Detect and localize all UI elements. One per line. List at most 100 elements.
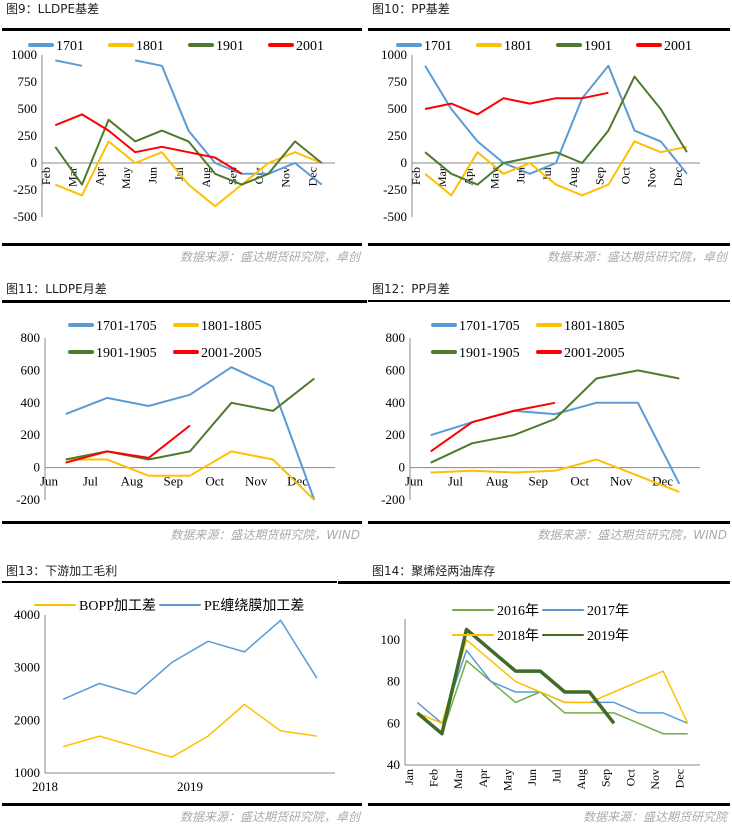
y-tick-label: 0 [401, 155, 408, 170]
x-tick-label: Nov [245, 474, 268, 489]
y-tick-label: 750 [388, 74, 408, 89]
y-tick-label: 600 [21, 362, 41, 377]
chart-title-12: 图12：PP月差 [372, 282, 450, 296]
legend-label: 2001 [296, 39, 324, 54]
y-tick-label: 2000 [14, 712, 40, 727]
x-tick-label: Sep [529, 474, 549, 489]
legend-label: 2001 [664, 39, 692, 54]
y-tick-label: 200 [21, 427, 41, 442]
x-tick-label: Nov [645, 167, 659, 188]
series-line-2019年 [416, 627, 616, 736]
x-tick-label: Aug [121, 474, 144, 489]
legend-label: 2017年 [587, 603, 629, 619]
x-tick-label: Jul [550, 768, 564, 783]
source-note: 数据来源：盛达期货研究院，WIND [537, 528, 727, 542]
series-line-1701 [55, 59, 323, 186]
chart-title-13: 图13：下游加工毛利 [6, 564, 118, 578]
legend-label: 1701 [56, 39, 84, 54]
y-tick-label: 0 [31, 155, 38, 170]
y-tick-label: 40 [387, 757, 400, 772]
legend-label: PE缠绕膜加工差 [204, 597, 304, 614]
x-tick-label: Aug [574, 769, 588, 790]
legend-label: 1901-1905 [96, 346, 157, 361]
y-tick-label: 750 [18, 74, 38, 89]
y-tick-label: 800 [21, 330, 41, 345]
x-tick-label: Aug [199, 167, 213, 188]
legend-label: 1801-1805 [201, 319, 262, 334]
y-tick-label: -250 [383, 182, 407, 197]
x-tick-label: Feb [409, 167, 423, 185]
x-tick-label: 2019 [177, 779, 203, 794]
x-tick-label: Mar [435, 167, 449, 187]
divider [2, 803, 362, 806]
x-tick-label: Apr [476, 769, 490, 788]
x-tick-label: Jun [525, 769, 539, 786]
legend-label: BOPP加工差 [79, 598, 156, 614]
series-line-1701-1705 [65, 366, 316, 501]
chart-title-14: 图14：聚烯烃两油库存 [372, 564, 496, 578]
divider [2, 521, 362, 524]
series-line-1801-1805 [430, 458, 680, 493]
series-line-2001 [424, 91, 609, 116]
x-tick-label: Nov [648, 769, 662, 790]
x-tick-label: Jan [402, 769, 416, 785]
source-note: 数据来源：盛达期货研究院，卓创 [179, 250, 360, 264]
source-note: 数据来源：盛达期货研究院，卓创 [546, 250, 727, 264]
series-line-2001 [54, 113, 243, 175]
x-tick-label: Jun [146, 167, 160, 184]
y-tick-label: 400 [386, 395, 406, 410]
divider [2, 300, 367, 303]
series-line-PE缠绕膜加工差 [62, 619, 318, 700]
x-tick-label: Aug [566, 167, 580, 188]
y-tick-label: 1000 [11, 47, 37, 62]
chart-title-9: 图9：LLDPE基差 [6, 2, 100, 16]
x-tick-label: Feb [39, 167, 53, 185]
y-tick-label: 250 [388, 128, 408, 143]
y-tick-label: 400 [21, 395, 41, 410]
x-tick-label: Sep [592, 167, 606, 185]
x-tick-label: Jul [83, 474, 99, 489]
y-tick-label: 100 [381, 632, 401, 647]
y-tick-label: 0 [34, 460, 41, 475]
x-tick-label: Mar [451, 769, 465, 789]
chart-title-11: 图11：LLDPE月差 [6, 282, 107, 296]
legend-label: 2016年 [497, 603, 539, 619]
source-note: 数据来源：盛达期货研究院，卓创 [179, 810, 360, 824]
series-line-1901-1905 [430, 369, 680, 464]
legend-label: 1801-1805 [564, 319, 625, 334]
y-tick-label: -500 [13, 209, 37, 224]
y-tick-label: -200 [16, 492, 40, 507]
x-tick-label: May [500, 769, 514, 791]
legend-label: 1801 [136, 39, 164, 54]
x-tick-label: Jun [40, 474, 59, 489]
x-tick-label: Aug [486, 474, 509, 489]
series-line-2001-2005 [430, 401, 556, 453]
y-tick-label: 1000 [14, 765, 40, 780]
x-tick-label: Oct [618, 166, 632, 184]
legend-label: 1901-1905 [459, 346, 520, 361]
series-line-2001-2005 [65, 424, 191, 464]
divider [2, 581, 337, 583]
series-line-BOPP加工差 [62, 703, 318, 758]
x-tick-label: Mar [66, 167, 80, 187]
y-tick-label: -500 [383, 209, 407, 224]
x-tick-label: Oct [205, 474, 224, 489]
y-tick-label: 80 [387, 674, 400, 689]
x-tick-label: Oct [623, 768, 637, 786]
legend-label: 2001-2005 [201, 346, 262, 361]
x-tick-label: Dec [671, 167, 685, 186]
x-tick-label: 2018 [32, 779, 58, 794]
y-tick-label: 1000 [381, 47, 407, 62]
y-tick-label: 200 [386, 427, 406, 442]
y-tick-label: -200 [381, 492, 405, 507]
y-tick-label: 0 [399, 460, 406, 475]
y-tick-label: 500 [388, 101, 408, 116]
divider [368, 803, 730, 806]
x-tick-label: Apr [92, 167, 106, 186]
divider [368, 300, 730, 302]
divider [368, 28, 730, 31]
